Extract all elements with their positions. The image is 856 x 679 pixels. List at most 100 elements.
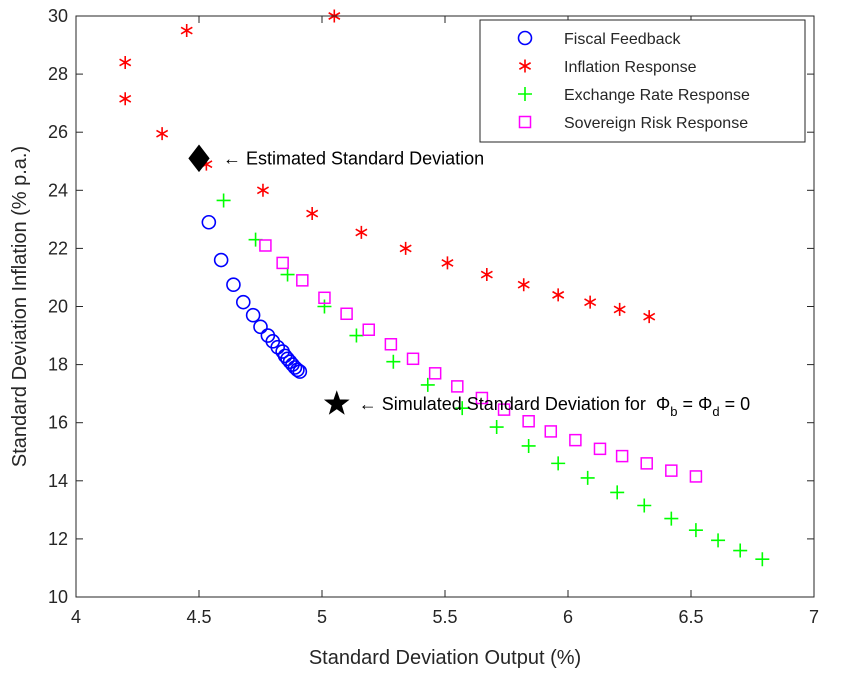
annotation-estimated: ← Estimated Standard Deviation [188, 144, 484, 173]
data-point-asterisk [355, 225, 368, 239]
series-sovereign-risk-response [259, 239, 703, 483]
data-point-plus [755, 552, 770, 567]
data-point-asterisk [306, 207, 319, 221]
data-point-asterisk [119, 92, 132, 106]
x-tick-label: 4.5 [186, 607, 211, 627]
data-point-circle [290, 362, 305, 378]
data-point-square [296, 274, 309, 287]
data-point-square [544, 425, 558, 438]
data-marks [119, 9, 770, 567]
series-fiscal-feedback [201, 214, 308, 379]
legend-entry: Inflation Response [518, 59, 697, 76]
data-point-asterisk [399, 241, 412, 255]
data-point-square [665, 464, 678, 477]
simulated-star-marker [323, 390, 350, 415]
series-inflation-response [119, 9, 656, 324]
data-point-asterisk [552, 288, 565, 302]
data-point-plus [489, 420, 504, 435]
data-point-asterisk [180, 24, 193, 38]
formula-sub2: d [712, 404, 719, 419]
data-point-circle [235, 294, 251, 310]
data-point-plus [420, 377, 435, 392]
data-point-plus [317, 299, 332, 314]
data-point-circle [245, 307, 261, 323]
data-point-asterisk [441, 256, 454, 270]
legend-box [479, 19, 806, 143]
data-point-square [428, 367, 442, 380]
data-point-circle [253, 319, 268, 335]
data-point-square [475, 391, 489, 405]
data-point-circle [201, 214, 217, 230]
legend-marker-plus [518, 87, 532, 101]
data-point-square [640, 457, 653, 470]
legend-entry: Sovereign Risk Response [518, 115, 748, 132]
data-point-plus [280, 267, 295, 282]
formula-sub1: b [670, 404, 677, 419]
legend-entry: Exchange Rate Response [518, 87, 750, 104]
data-point-circle [270, 339, 286, 355]
data-point-plus [216, 193, 231, 208]
legend-entry: Fiscal Feedback [517, 30, 681, 48]
data-point-plus [688, 523, 703, 538]
legend: Fiscal Feedback Inflation Response Exchang… [479, 19, 806, 143]
data-point-asterisk [613, 302, 626, 316]
formula-phi2: Φ [698, 394, 712, 414]
x-tick-label: 5 [317, 607, 327, 627]
series-exchange-rate-response [216, 193, 770, 567]
data-point-circle [226, 277, 241, 293]
data-point-plus [664, 511, 679, 526]
data-point-asterisk [119, 55, 132, 69]
x-tick-label: 6 [563, 607, 573, 627]
y-tick-label: 26 [48, 122, 68, 142]
y-tick-label: 24 [48, 180, 68, 200]
data-point-asterisk [584, 295, 597, 309]
data-point-plus [521, 438, 536, 453]
data-point-plus [637, 498, 652, 513]
data-point-asterisk [517, 278, 530, 292]
data-point-square [593, 442, 607, 456]
legend-label: Fiscal Feedback [564, 31, 681, 48]
x-tick-label: 4 [71, 607, 81, 627]
legend-label: Inflation Response [564, 59, 697, 76]
data-point-square [615, 449, 629, 463]
data-point-asterisk [480, 268, 493, 282]
data-point-asterisk [156, 127, 169, 141]
y-tick-label: 14 [48, 471, 68, 491]
data-point-asterisk [643, 310, 656, 324]
data-point-circle [213, 252, 229, 268]
data-point-plus [455, 401, 470, 416]
data-point-plus [610, 485, 625, 500]
data-point-square [689, 470, 703, 483]
data-point-circle [287, 360, 303, 375]
annotation-text: ← Estimated Standard Deviation [223, 148, 484, 168]
data-point-plus [733, 543, 748, 558]
data-point-asterisk [256, 183, 269, 197]
y-tick-label: 16 [48, 413, 68, 433]
y-tick-label: 28 [48, 64, 68, 84]
data-point-square [259, 239, 272, 252]
y-tick-label: 22 [48, 238, 68, 258]
data-point-plus [349, 328, 364, 343]
x-tick-label: 6.5 [678, 607, 703, 627]
data-point-square [406, 352, 420, 366]
y-tick-label: 12 [48, 529, 68, 549]
data-point-square [497, 403, 511, 416]
x-tick-label: 5.5 [432, 607, 457, 627]
data-point-circle [292, 364, 308, 379]
data-point-square [362, 323, 375, 336]
formula-eq1: = [678, 394, 699, 414]
x-tick-label: 7 [809, 607, 819, 627]
legend-marker-asterisk [518, 59, 532, 73]
legend-label: Sovereign Risk Response [564, 115, 748, 132]
data-point-square [276, 256, 289, 270]
y-tick-label: 18 [48, 355, 68, 375]
estimated-diamond-marker [188, 144, 210, 173]
y-tick-label: 10 [48, 587, 68, 607]
data-point-plus [386, 354, 401, 369]
data-point-plus [551, 456, 566, 471]
formula-eq2: = 0 [720, 394, 751, 414]
legend-label: Exchange Rate Response [564, 87, 750, 104]
data-point-square [384, 338, 398, 351]
